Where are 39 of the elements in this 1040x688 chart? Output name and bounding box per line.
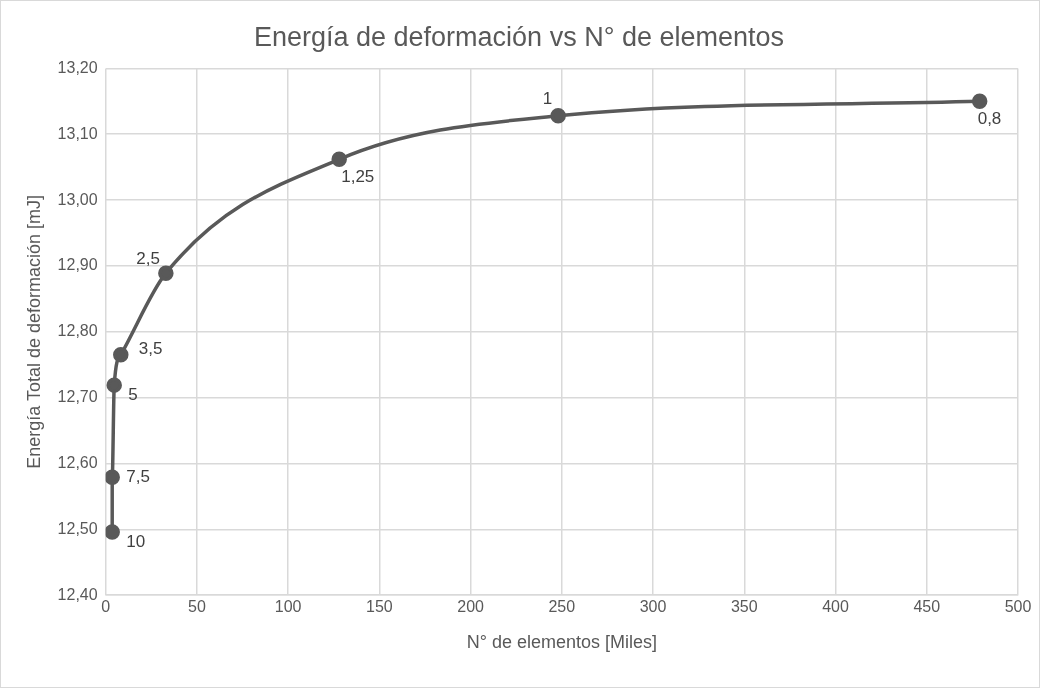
x-tick-label: 350 bbox=[730, 598, 758, 616]
y-tick-label: 13,00 bbox=[57, 190, 98, 208]
y-tick-label: 12,70 bbox=[57, 388, 98, 406]
x-tick-label: 250 bbox=[548, 598, 576, 616]
annotation: 1 bbox=[542, 89, 553, 109]
y-tick-label: 12,90 bbox=[57, 256, 98, 274]
y-axis-title: Energía Total de deformación [mJ] bbox=[23, 194, 44, 469]
x-tick-label: 200 bbox=[457, 598, 485, 616]
x-tick-label: 300 bbox=[639, 598, 667, 616]
y-tick-label: 12,80 bbox=[57, 322, 98, 340]
point bbox=[113, 347, 129, 363]
y-tick-label: 12,50 bbox=[57, 519, 98, 537]
chart-title: Energía de deformación vs N° de elementos bbox=[253, 21, 785, 52]
point bbox=[550, 108, 566, 124]
y-tick-label: 13,20 bbox=[57, 58, 98, 76]
x-tick-label: 0 bbox=[101, 598, 111, 616]
point bbox=[106, 377, 122, 393]
annotation: 5 bbox=[128, 384, 138, 404]
annotation: 2,5 bbox=[136, 248, 160, 268]
x-tick-label: 100 bbox=[274, 598, 302, 616]
y-tick-label: 12,60 bbox=[57, 453, 98, 471]
point bbox=[331, 151, 347, 168]
y-tick-label: 13,10 bbox=[57, 124, 98, 142]
x-tick-label: 450 bbox=[913, 598, 941, 616]
x-tick-label: 400 bbox=[822, 598, 849, 616]
x-tick-label: 150 bbox=[366, 598, 393, 616]
annotation: 0,8 bbox=[977, 109, 1002, 129]
point bbox=[158, 265, 174, 281]
point bbox=[105, 524, 120, 540]
annotation: 7,5 bbox=[126, 467, 150, 487]
x-tick-label: 50 bbox=[187, 598, 206, 616]
annotation: 3,5 bbox=[138, 338, 163, 358]
annotation: 1,25 bbox=[341, 166, 375, 186]
point bbox=[105, 469, 120, 486]
x-tick-label: 500 bbox=[1004, 598, 1032, 616]
y-tick-label: 12,40 bbox=[57, 585, 98, 603]
point bbox=[971, 93, 988, 110]
x-axis-title: N° de elementos [Miles] bbox=[466, 632, 657, 653]
annotation: 10 bbox=[126, 531, 146, 551]
